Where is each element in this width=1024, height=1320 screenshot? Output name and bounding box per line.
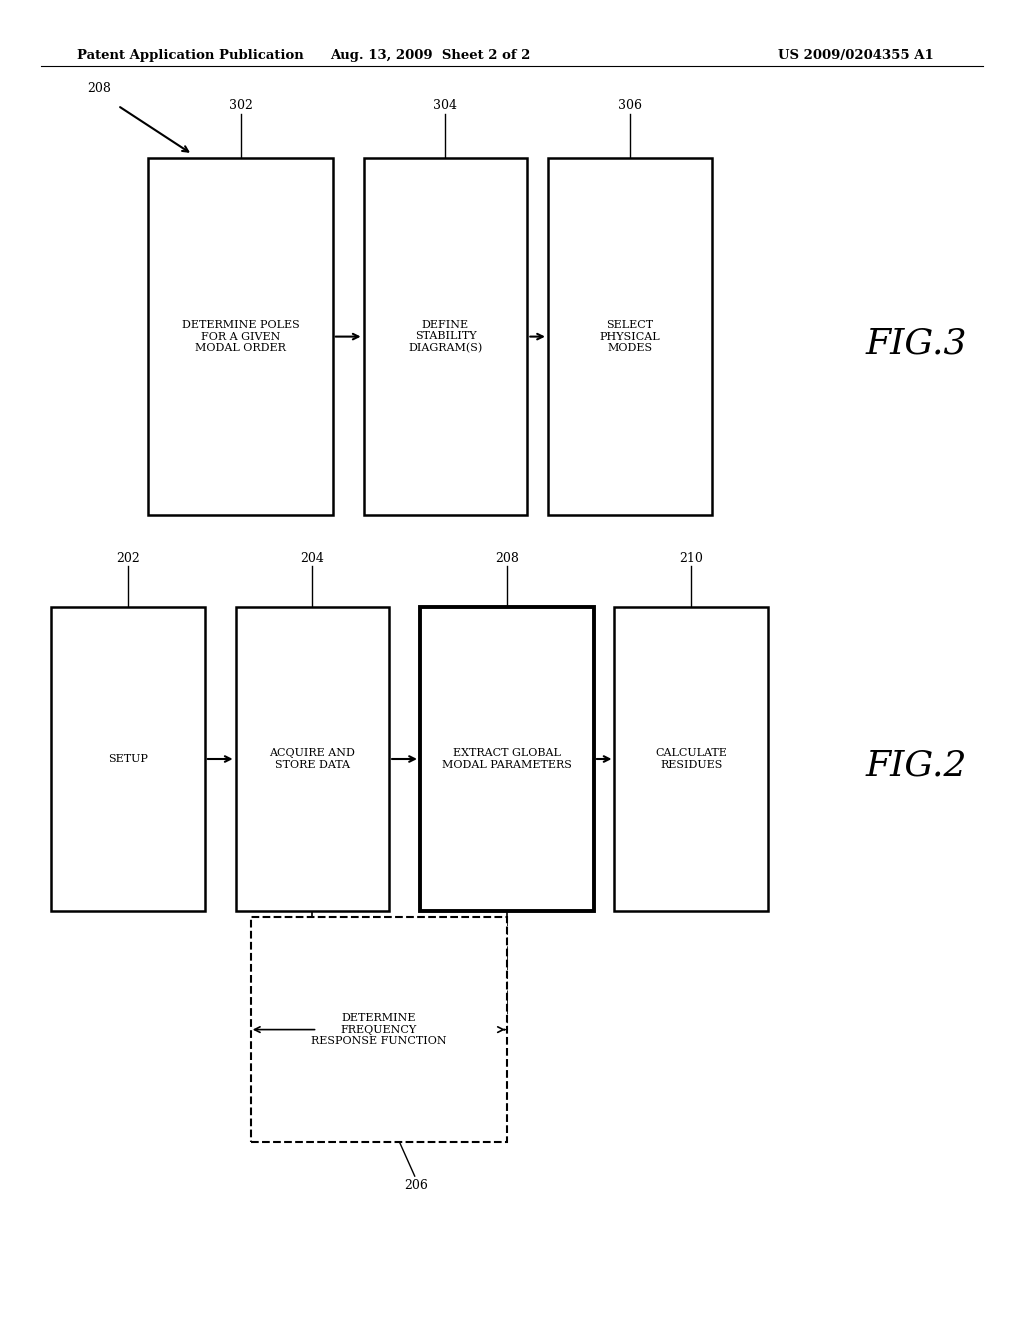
Text: Patent Application Publication: Patent Application Publication [77,49,303,62]
Text: SETUP: SETUP [109,754,147,764]
Text: FIG.3: FIG.3 [865,326,967,360]
Text: DEFINE
STABILITY
DIAGRAM(S): DEFINE STABILITY DIAGRAM(S) [409,319,482,354]
Text: 204: 204 [300,552,325,565]
Text: Aug. 13, 2009  Sheet 2 of 2: Aug. 13, 2009 Sheet 2 of 2 [330,49,530,62]
Bar [420,607,594,911]
Bar [51,607,205,911]
Text: ACQUIRE AND
STORE DATA: ACQUIRE AND STORE DATA [269,748,355,770]
Bar [251,917,507,1142]
Text: 208: 208 [495,552,519,565]
Text: US 2009/0204355 A1: US 2009/0204355 A1 [778,49,934,62]
Text: 208: 208 [87,82,111,95]
Bar [148,158,333,515]
Bar [364,158,527,515]
Text: 304: 304 [433,99,458,112]
Text: DETERMINE POLES
FOR A GIVEN
MODAL ORDER: DETERMINE POLES FOR A GIVEN MODAL ORDER [182,319,299,354]
Text: DETERMINE
FREQUENCY
RESPONSE FUNCTION: DETERMINE FREQUENCY RESPONSE FUNCTION [311,1012,446,1047]
Text: SELECT
PHYSICAL
MODES: SELECT PHYSICAL MODES [599,319,660,354]
Text: 302: 302 [228,99,253,112]
Text: 206: 206 [404,1179,428,1192]
Text: 306: 306 [617,99,642,112]
Text: FIG.2: FIG.2 [865,748,967,783]
Text: EXTRACT GLOBAL
MODAL PARAMETERS: EXTRACT GLOBAL MODAL PARAMETERS [442,748,571,770]
Bar [548,158,712,515]
Bar [614,607,768,911]
Text: 210: 210 [679,552,703,565]
Text: CALCULATE
RESIDUES: CALCULATE RESIDUES [655,748,727,770]
Bar [236,607,389,911]
Text: 202: 202 [116,552,140,565]
